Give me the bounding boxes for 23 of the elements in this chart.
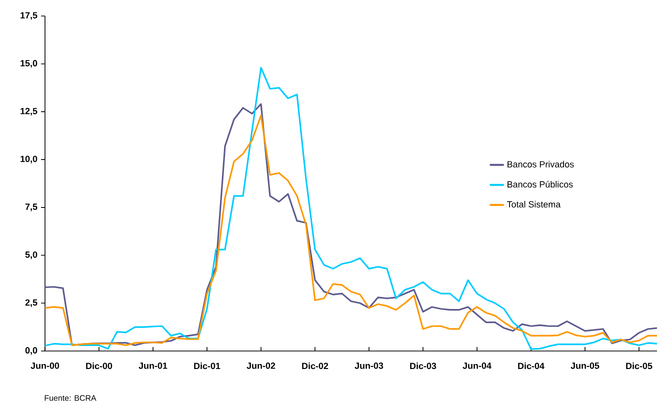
x-tick-label: Dic-04 xyxy=(518,362,544,370)
y-tick-label: 10,0 xyxy=(20,156,38,164)
x-tick-label: Dic-00 xyxy=(86,362,112,370)
x-tick-label: Dic-02 xyxy=(302,362,328,370)
legend-label: Bancos Privados xyxy=(508,160,574,168)
x-tick-label: Jun-01 xyxy=(138,362,168,369)
x-tick-label: Jun-05 xyxy=(570,362,600,369)
legend-label: Bancos Públicos xyxy=(508,180,573,188)
x-tick-label: Dic-03 xyxy=(410,362,436,370)
x-tick-label: Jun-02 xyxy=(246,362,276,369)
y-tick-label: 0,0 xyxy=(25,347,38,355)
x-tick-label: Jun-04 xyxy=(462,362,492,369)
y-tick-label: 15,0 xyxy=(20,60,38,68)
legend-label: Total Sistema xyxy=(507,200,561,208)
x-tick-label: Jun-03 xyxy=(354,362,384,369)
y-tick-label: 17,5 xyxy=(20,12,38,20)
y-tick-label: 12,5 xyxy=(20,108,38,116)
y-tick-label: 7,5 xyxy=(25,204,38,212)
x-tick-label: Dic-05 xyxy=(626,362,652,370)
y-tick-label: 5,0 xyxy=(25,251,38,260)
y-tick-label: 2,5 xyxy=(25,299,38,307)
x-tick-label: Dic-01 xyxy=(194,362,220,370)
x-tick-label: Jun-00 xyxy=(30,362,60,369)
